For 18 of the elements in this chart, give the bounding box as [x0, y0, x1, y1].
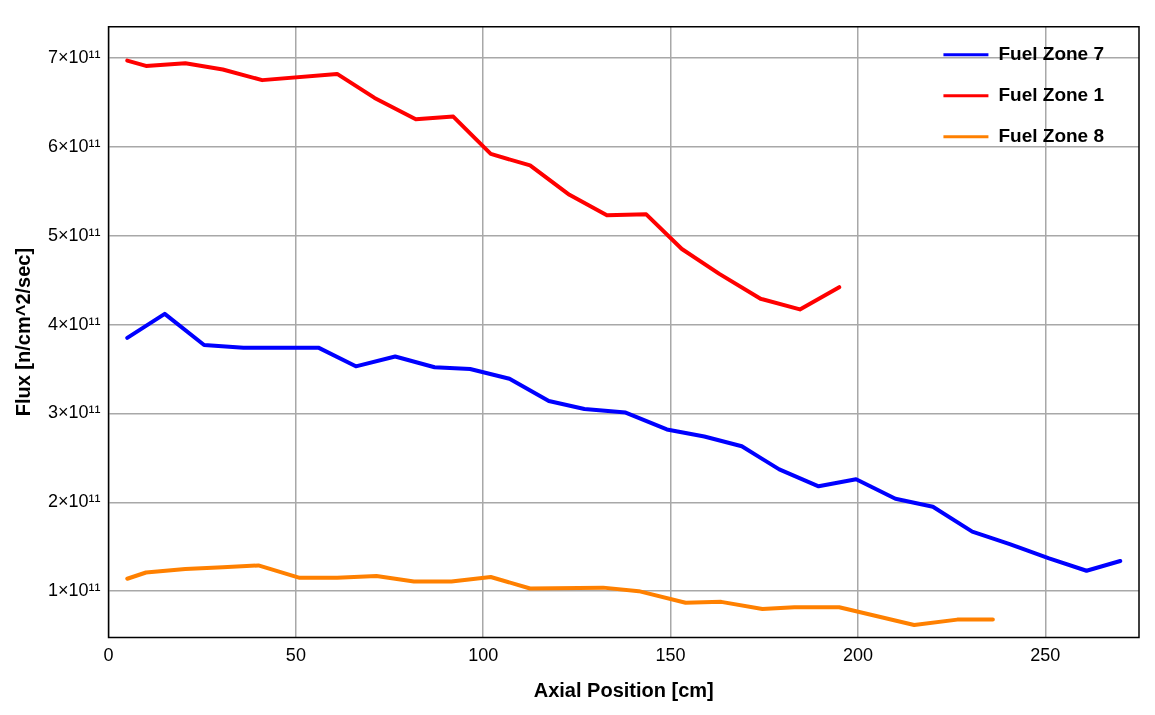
x-tick-label: 250 [1030, 645, 1061, 666]
x-tick-label: 200 [842, 645, 873, 666]
y-tick-label: 5×10¹¹ [47, 224, 101, 245]
x-tick-label: 100 [468, 645, 499, 666]
y-axis-title: Flux [n/cm^2/sec] [11, 247, 34, 417]
legend-label: Fuel Zone 7 [998, 43, 1105, 65]
y-tick-label: 2×10¹¹ [47, 491, 101, 512]
legend-label: Fuel Zone 8 [998, 125, 1105, 147]
legend-label: Fuel Zone 1 [998, 84, 1105, 106]
y-tick-label: 3×10¹¹ [47, 402, 101, 423]
x-tick-label: 150 [655, 645, 686, 666]
x-tick-label: 50 [285, 645, 306, 666]
y-tick-label: 4×10¹¹ [47, 313, 101, 334]
y-tick-label: 6×10¹¹ [47, 135, 101, 156]
y-tick-label: 1×10¹¹ [47, 580, 101, 601]
x-tick-label: 0 [103, 645, 114, 666]
x-axis-title: Axial Position [cm] [533, 678, 714, 701]
y-tick-label: 7×10¹¹ [47, 46, 101, 67]
